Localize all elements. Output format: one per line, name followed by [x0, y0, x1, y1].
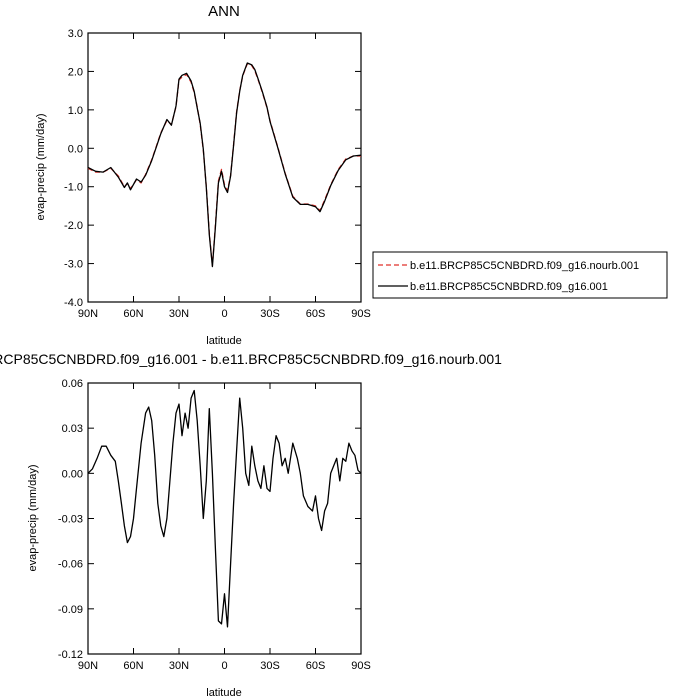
top-y-axis: 3.0 2.0 1.0 0.0 -1.0 -2.0 -3.0 -4.0	[64, 28, 361, 309]
top-series-line-1	[87, 62, 362, 268]
top-y-tick-label: 0.0	[68, 143, 83, 155]
bottom-y-tick-label: -0.12	[58, 649, 83, 661]
bottom-y-tick-label: 0.00	[62, 468, 83, 480]
top-y-tick-label: -2.0	[64, 220, 83, 232]
bottom-x-tick-label: 60S	[306, 660, 326, 672]
top-series-line-0	[87, 63, 361, 267]
bottom-y-tick-label: -0.06	[58, 559, 83, 571]
top-y-tick-label: 2.0	[68, 66, 83, 78]
bottom-chart-title: b.e11.BRCP85C5CNBDRD.f09_g16.001 - b.e11…	[0, 351, 502, 367]
top-x-tick-label: 90S	[351, 308, 371, 320]
legend: b.e11.BRCP85C5CNBDRD.f09_g16.nourb.001 b…	[372, 251, 668, 299]
top-x-axis-label: latitude	[206, 335, 241, 347]
bottom-y-tick-label: -0.03	[58, 514, 83, 526]
top-x-tick-label: 30S	[260, 308, 280, 320]
top-x-axis: 90N 60N 30N 0 30S 60S 90S	[78, 33, 371, 320]
bottom-x-axis-label: latitude	[206, 687, 241, 699]
top-chart-title: ANN	[208, 3, 240, 20]
bottom-y-axis: 0.06 0.03 0.00 -0.03 -0.06 -0.09 -0.12	[58, 378, 361, 661]
top-x-tick-label: 60S	[306, 308, 326, 320]
top-y-tick-label: -1.0	[64, 182, 83, 194]
bottom-x-axis: 90N 60N 30N 0 30S 60S 90S	[78, 383, 371, 672]
bottom-y-tick-label: -0.09	[58, 604, 83, 616]
top-x-tick-label: 60N	[123, 308, 143, 320]
bottom-series-line-0	[87, 389, 362, 628]
bottom-y-axis-label: evap-precip (mm/day)	[27, 465, 39, 572]
bottom-chart-panel: b.e11.BRCP85C5CNBDRD.f09_g16.001 - b.e11…	[0, 351, 502, 699]
bottom-x-tick-label: 30N	[169, 660, 189, 672]
top-series-group	[87, 62, 362, 268]
bottom-x-tick-label: 90S	[351, 660, 371, 672]
bottom-y-tick-label: 0.06	[62, 378, 83, 390]
top-y-tick-label: -3.0	[64, 259, 83, 271]
top-x-tick-label: 0	[221, 308, 227, 320]
top-x-tick-label: 90N	[78, 308, 98, 320]
bottom-plot-frame	[87, 382, 362, 655]
bottom-x-tick-label: 30S	[260, 660, 280, 672]
top-chart-panel: ANN 3.02.01.00.0-1.0-2.0-3.0-4.0 90N 60N 3…	[35, 3, 371, 347]
top-y-tick-label: 3.0	[68, 28, 83, 40]
bottom-y-tick-label: 0.03	[62, 423, 83, 435]
bottom-x-tick-label: 90N	[78, 660, 98, 672]
legend-box	[372, 251, 668, 299]
bottom-x-tick-label: 60N	[123, 660, 143, 672]
top-y-axis-label: evap-precip (mm/day)	[35, 114, 47, 221]
bottom-series-group	[87, 389, 362, 628]
top-y-tick-label: -4.0	[64, 297, 83, 309]
top-plot-frame	[87, 32, 362, 303]
top-x-tick-label: 30N	[169, 308, 189, 320]
legend-label-base: b.e11.BRCP85C5CNBDRD.f09_g16.001	[410, 281, 608, 293]
legend-label-nourb: b.e11.BRCP85C5CNBDRD.f09_g16.nourb.001	[410, 260, 639, 272]
bottom-x-tick-label: 0	[221, 660, 227, 672]
top-y-tick-label: 1.0	[68, 105, 83, 117]
